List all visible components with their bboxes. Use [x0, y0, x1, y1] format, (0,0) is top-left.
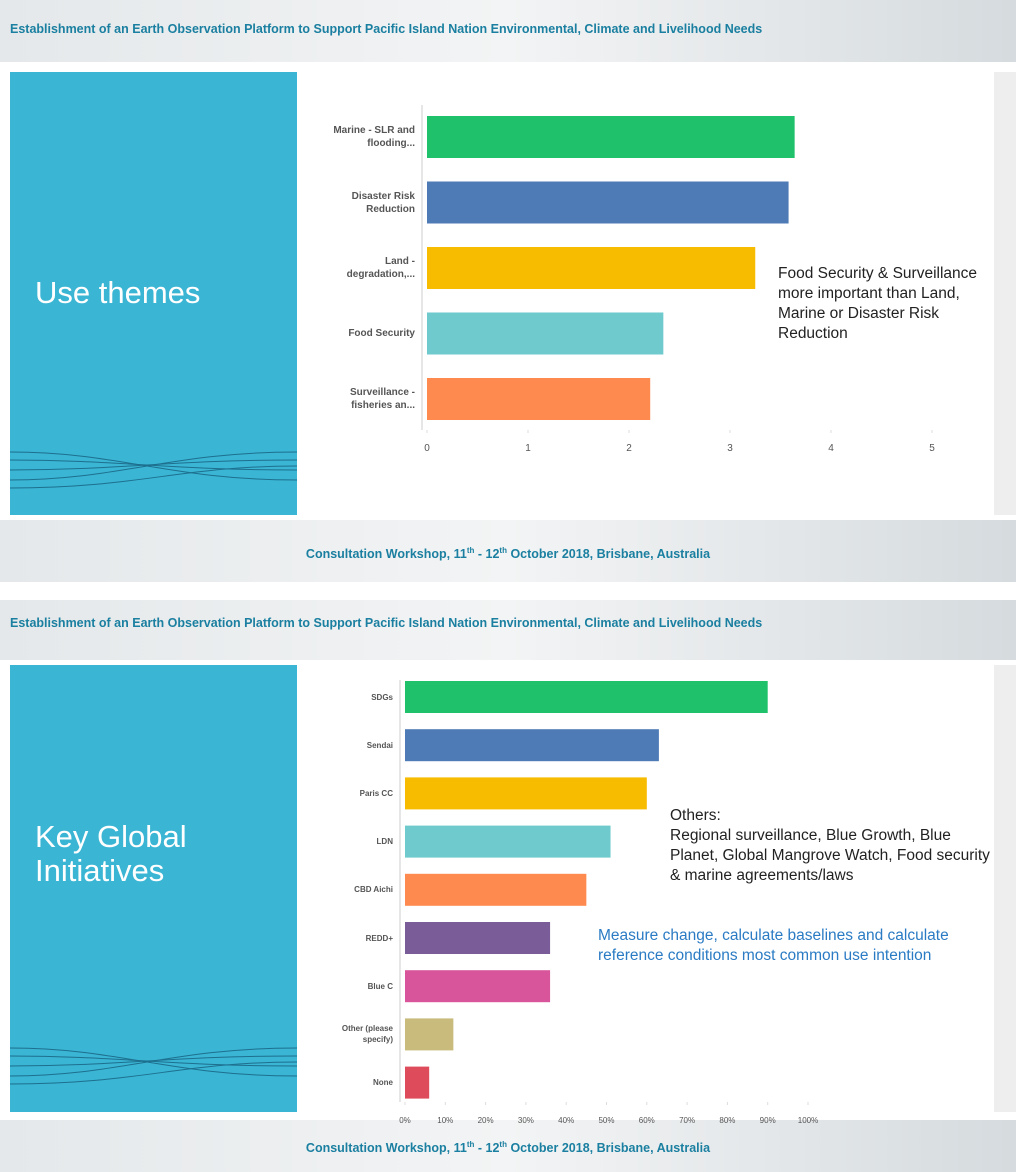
side-title: Use themes: [35, 275, 201, 310]
x-tick-label: 1: [525, 443, 531, 454]
x-tick-label: 3: [727, 443, 733, 454]
category-label: Surveillance - fisheries an...: [349, 387, 415, 411]
x-tick-label: 30%: [517, 1116, 534, 1125]
annotation: Measure change, calculate baselines and …: [598, 927, 949, 964]
slide-header: Establishment of an Earth Observation Pl…: [10, 22, 763, 36]
x-tick-label: 4: [828, 443, 834, 454]
category-label: CBD Aichi: [354, 885, 393, 895]
slide-footer: Consultation Workshop, 11th - 12th Octob…: [0, 1140, 1016, 1155]
category-label: Disaster Risk Reduction: [351, 190, 415, 215]
footer-text: th: [499, 1140, 507, 1149]
side-panel: [10, 665, 297, 1112]
bar: [405, 729, 659, 762]
bar: [405, 922, 551, 954]
bar: [405, 681, 768, 713]
right-strip: [994, 72, 1016, 515]
header-band: [0, 600, 1016, 660]
footer-text: - 12: [474, 1141, 500, 1156]
category-label: REDD+: [365, 933, 393, 943]
category-label: LDN: [376, 837, 393, 847]
annotation: Food Security & Surveillance more import…: [778, 265, 978, 342]
footer-text: th: [466, 1140, 475, 1149]
bar: [427, 312, 664, 355]
footer-text: th: [499, 546, 507, 555]
x-tick-label: 90%: [759, 1116, 776, 1125]
side-title: Key Global Initiatives: [35, 819, 187, 888]
x-tick-label: 70%: [679, 1116, 696, 1125]
annotation: Others:: [670, 807, 721, 824]
footer-text: October 2018, Brisbane, Australia: [506, 1141, 711, 1156]
bar: [427, 181, 789, 224]
x-tick-label: 60%: [638, 1116, 655, 1125]
category-label: Paris CC: [359, 788, 393, 798]
bar: [427, 378, 651, 420]
x-tick-label: 0: [424, 443, 430, 454]
x-tick-label: 50%: [598, 1116, 615, 1125]
x-tick-label: 2: [626, 443, 632, 454]
footer-text: Consultation Workshop, 11: [305, 1141, 467, 1156]
category-label: Marine - SLR and flooding...: [333, 125, 415, 149]
slide-footer: Consultation Workshop, 11th - 12th Octob…: [0, 546, 1016, 561]
x-tick-label: 0%: [399, 1116, 411, 1125]
panel-lines: [9, 451, 298, 1085]
footer-band: [0, 1120, 1016, 1172]
footer-text: Consultation Workshop, 11: [305, 547, 467, 562]
header-band: [0, 0, 1016, 62]
x-tick-label: 100%: [797, 1116, 819, 1125]
category-label: Blue C: [367, 981, 393, 991]
bar: [405, 1018, 454, 1051]
x-tick-label: 40%: [558, 1116, 575, 1125]
side-panel: [10, 72, 297, 515]
footer-text: October 2018, Brisbane, Australia: [506, 547, 711, 562]
category-label: None: [373, 1078, 393, 1088]
category-label: Sendai: [366, 740, 393, 750]
footer-text: th: [466, 546, 475, 555]
right-strip: [994, 665, 1016, 1112]
x-tick-label: 5: [929, 443, 935, 454]
x-tick-label: 80%: [719, 1116, 736, 1125]
bar: [405, 777, 647, 810]
bar: [405, 873, 587, 906]
slide-header: Establishment of an Earth Observation Pl…: [10, 616, 763, 630]
category-label: Other (please specify): [341, 1024, 393, 1045]
bar: [427, 116, 795, 158]
category-label: Land - degradation,...: [346, 256, 415, 280]
footer-text: - 12: [474, 547, 500, 562]
bar: [405, 1066, 430, 1099]
bar: [405, 825, 611, 858]
category-label: SDGs: [371, 692, 393, 702]
annotation: Regional surveillance, Blue Growth, Blue…: [670, 827, 990, 884]
bar: [427, 247, 756, 289]
footer-band: [0, 520, 1016, 582]
category-label: Food Security: [348, 328, 415, 339]
x-tick-label: 10%: [437, 1116, 454, 1125]
x-tick-label: 20%: [477, 1116, 494, 1125]
bar: [405, 970, 551, 1003]
